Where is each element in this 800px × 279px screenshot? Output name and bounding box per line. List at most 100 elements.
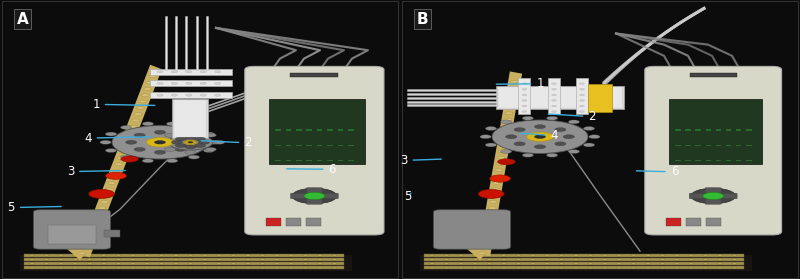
Circle shape xyxy=(289,267,294,269)
Circle shape xyxy=(602,254,607,256)
Circle shape xyxy=(144,88,152,90)
Bar xyxy=(275,145,281,146)
Circle shape xyxy=(205,133,216,137)
Circle shape xyxy=(203,132,214,136)
Circle shape xyxy=(73,263,78,264)
Bar xyxy=(424,258,744,261)
Circle shape xyxy=(502,267,506,269)
Circle shape xyxy=(501,150,512,153)
Circle shape xyxy=(145,254,150,256)
Circle shape xyxy=(583,126,594,130)
Circle shape xyxy=(112,126,208,159)
Circle shape xyxy=(508,93,516,96)
Circle shape xyxy=(574,254,578,256)
Circle shape xyxy=(214,71,221,73)
Text: 1: 1 xyxy=(496,77,544,90)
Circle shape xyxy=(579,105,584,107)
Circle shape xyxy=(496,162,504,165)
Circle shape xyxy=(73,254,78,256)
Circle shape xyxy=(200,71,206,73)
Bar xyxy=(104,230,120,237)
Circle shape xyxy=(58,263,63,264)
Circle shape xyxy=(100,140,111,144)
Bar xyxy=(48,225,96,244)
Circle shape xyxy=(30,254,34,256)
Bar xyxy=(726,160,731,161)
Circle shape xyxy=(502,259,506,260)
Circle shape xyxy=(552,88,557,90)
Circle shape xyxy=(205,147,216,151)
Circle shape xyxy=(246,259,250,260)
Circle shape xyxy=(203,149,214,153)
Bar xyxy=(695,160,701,161)
Circle shape xyxy=(487,263,492,264)
Circle shape xyxy=(217,263,222,264)
Circle shape xyxy=(122,144,130,147)
Circle shape xyxy=(487,254,492,256)
Circle shape xyxy=(522,153,534,157)
Circle shape xyxy=(194,144,206,148)
Circle shape xyxy=(174,259,178,260)
Circle shape xyxy=(318,263,322,264)
Circle shape xyxy=(631,254,636,256)
Text: A: A xyxy=(17,12,28,27)
Bar xyxy=(266,218,281,226)
Circle shape xyxy=(73,259,78,260)
Circle shape xyxy=(217,254,222,256)
Circle shape xyxy=(484,232,492,235)
Bar xyxy=(706,145,711,146)
Bar xyxy=(286,145,291,146)
Circle shape xyxy=(292,188,337,204)
Circle shape xyxy=(487,213,495,216)
Circle shape xyxy=(546,116,558,120)
Circle shape xyxy=(200,82,206,85)
Bar xyxy=(2,1,398,278)
Circle shape xyxy=(188,267,193,269)
Bar xyxy=(172,99,208,138)
Circle shape xyxy=(146,81,154,84)
Bar xyxy=(296,129,302,131)
Circle shape xyxy=(497,156,505,159)
Circle shape xyxy=(559,259,564,260)
Circle shape xyxy=(568,120,579,124)
Circle shape xyxy=(486,143,497,147)
Circle shape xyxy=(563,135,574,139)
Circle shape xyxy=(102,263,106,264)
FancyBboxPatch shape xyxy=(722,193,738,199)
Circle shape xyxy=(631,267,636,269)
FancyBboxPatch shape xyxy=(434,210,510,249)
Circle shape xyxy=(579,83,584,85)
Circle shape xyxy=(530,263,535,264)
Circle shape xyxy=(514,142,526,146)
Circle shape xyxy=(30,267,34,269)
FancyBboxPatch shape xyxy=(690,193,706,199)
Circle shape xyxy=(118,157,126,159)
Circle shape xyxy=(502,124,510,127)
Circle shape xyxy=(303,263,308,264)
Circle shape xyxy=(545,259,550,260)
Circle shape xyxy=(156,140,167,144)
Circle shape xyxy=(444,259,449,260)
Circle shape xyxy=(304,192,325,199)
Circle shape xyxy=(159,254,164,256)
Circle shape xyxy=(487,267,492,269)
Text: 2: 2 xyxy=(201,136,252,149)
Circle shape xyxy=(165,147,176,151)
Circle shape xyxy=(488,207,496,210)
Bar xyxy=(518,78,530,114)
Circle shape xyxy=(62,239,70,241)
Circle shape xyxy=(171,140,182,144)
Circle shape xyxy=(458,267,463,269)
Circle shape xyxy=(188,263,193,264)
Circle shape xyxy=(522,116,534,120)
Circle shape xyxy=(106,132,117,136)
Circle shape xyxy=(510,86,518,89)
Circle shape xyxy=(188,141,193,143)
Circle shape xyxy=(166,159,178,163)
Circle shape xyxy=(530,259,535,260)
Circle shape xyxy=(186,94,192,96)
Circle shape xyxy=(482,245,490,247)
Circle shape xyxy=(691,188,736,204)
Bar xyxy=(706,129,711,131)
Bar xyxy=(690,73,737,77)
